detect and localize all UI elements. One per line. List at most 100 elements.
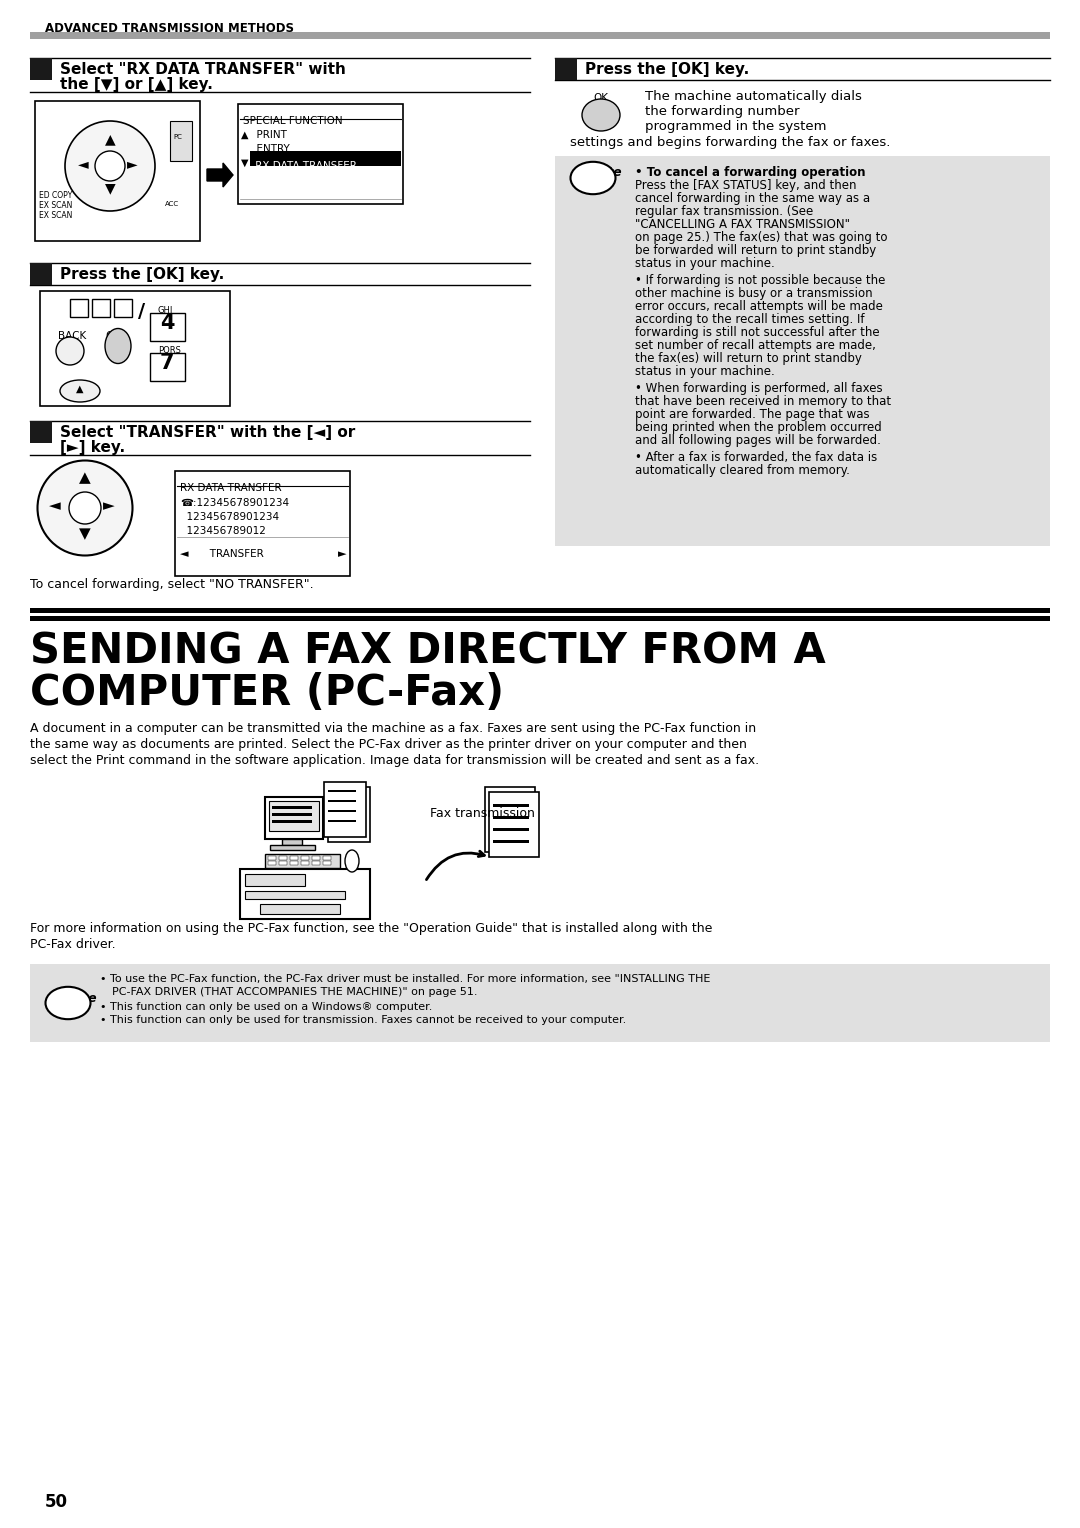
Text: ▲: ▲: [79, 471, 91, 486]
Text: on page 25.) The fax(es) that was going to: on page 25.) The fax(es) that was going …: [635, 231, 888, 244]
Text: status in your machine.: status in your machine.: [635, 257, 774, 270]
Text: "CANCELLING A FAX TRANSMISSION": "CANCELLING A FAX TRANSMISSION": [635, 219, 850, 231]
Text: PC-Fax driver.: PC-Fax driver.: [30, 938, 116, 950]
Bar: [492, 828, 529, 831]
Bar: [35, 101, 200, 241]
Bar: [489, 799, 525, 802]
Text: PRINT: PRINT: [249, 130, 287, 141]
Text: The machine automatically dials: The machine automatically dials: [645, 90, 862, 102]
Text: OK: OK: [593, 93, 608, 102]
Text: regular fax transmission. (See: regular fax transmission. (See: [635, 205, 813, 219]
Text: ENTRY: ENTRY: [249, 144, 289, 154]
Text: the fax(es) will return to print standby: the fax(es) will return to print standby: [635, 351, 862, 365]
Text: ►: ►: [338, 549, 347, 559]
Bar: [489, 792, 539, 857]
Text: the [▼] or [▲] key.: the [▼] or [▲] key.: [60, 76, 213, 92]
Ellipse shape: [345, 850, 359, 872]
Bar: [245, 874, 305, 886]
Bar: [312, 856, 320, 859]
Bar: [555, 156, 1050, 545]
Text: Note: Note: [589, 167, 623, 179]
Bar: [260, 905, 340, 914]
Bar: [40, 290, 230, 406]
Bar: [30, 964, 1050, 1042]
Bar: [272, 805, 312, 808]
Bar: [269, 801, 319, 831]
Text: Select "TRANSFER" with the [◄] or: Select "TRANSFER" with the [◄] or: [60, 425, 355, 440]
Text: ☎:12345678901234: ☎:12345678901234: [180, 498, 289, 507]
Text: Press the [FAX STATUS] key, and then: Press the [FAX STATUS] key, and then: [635, 179, 856, 193]
Text: EX SCAN: EX SCAN: [39, 202, 72, 209]
Text: Press the [OK] key.: Press the [OK] key.: [60, 267, 225, 283]
Ellipse shape: [65, 121, 156, 211]
Ellipse shape: [105, 329, 131, 364]
Text: ◄: ◄: [78, 157, 89, 171]
Bar: [291, 860, 298, 865]
Text: ✏: ✏: [50, 992, 60, 1004]
Text: 123456789012: 123456789012: [180, 526, 266, 536]
Text: |: |: [114, 339, 121, 358]
Text: Note: Note: [64, 992, 97, 1004]
Text: Select "RX DATA TRANSFER" with: Select "RX DATA TRANSFER" with: [60, 63, 346, 76]
Text: programmed in the system: programmed in the system: [645, 121, 826, 133]
Text: PC: PC: [173, 134, 181, 141]
Ellipse shape: [582, 99, 620, 131]
Bar: [328, 810, 356, 811]
Bar: [279, 860, 287, 865]
Text: point are forwarded. The page that was: point are forwarded. The page that was: [635, 408, 869, 422]
Bar: [324, 782, 366, 837]
Text: status in your machine.: status in your machine.: [635, 365, 774, 377]
Text: 7: 7: [160, 353, 174, 373]
Text: [►] key.: [►] key.: [60, 440, 125, 455]
Text: 4: 4: [160, 313, 174, 333]
Bar: [272, 813, 312, 816]
Text: set number of recall attempts are made,: set number of recall attempts are made,: [635, 339, 876, 351]
Bar: [291, 856, 298, 859]
Bar: [240, 869, 370, 918]
Text: the forwarding number: the forwarding number: [645, 105, 799, 118]
Text: |: |: [110, 341, 116, 359]
Bar: [150, 313, 185, 341]
Bar: [301, 860, 309, 865]
Text: forwarding is still not successful after the: forwarding is still not successful after…: [635, 325, 879, 339]
Bar: [489, 834, 525, 837]
Bar: [489, 811, 525, 814]
Text: automatically cleared from memory.: automatically cleared from memory.: [635, 465, 850, 477]
Ellipse shape: [95, 151, 125, 180]
Ellipse shape: [56, 338, 84, 365]
Bar: [265, 798, 323, 839]
Text: settings and begins forwarding the fax or faxes.: settings and begins forwarding the fax o…: [570, 136, 890, 150]
Bar: [332, 805, 360, 807]
Text: SPECIAL FUNCTION: SPECIAL FUNCTION: [243, 116, 342, 125]
Text: and all following pages will be forwarded.: and all following pages will be forwarde…: [635, 434, 881, 448]
Text: ▲: ▲: [241, 130, 248, 141]
Bar: [485, 787, 535, 853]
Text: • If forwarding is not possible because the: • If forwarding is not possible because …: [635, 274, 886, 287]
Text: ▼: ▼: [79, 527, 91, 541]
Bar: [332, 814, 360, 817]
Text: OK: OK: [105, 332, 120, 341]
Bar: [323, 860, 330, 865]
Bar: [245, 891, 345, 898]
Bar: [30, 616, 1050, 620]
Text: other machine is busy or a transmission: other machine is busy or a transmission: [635, 287, 873, 299]
Text: 6: 6: [559, 61, 572, 79]
Text: ED COPY: ED COPY: [39, 191, 72, 200]
Ellipse shape: [69, 492, 102, 524]
Bar: [312, 860, 320, 865]
Ellipse shape: [60, 380, 100, 402]
Bar: [328, 790, 356, 792]
Text: that have been received in memory to that: that have been received in memory to tha…: [635, 396, 891, 408]
Text: 5: 5: [35, 423, 48, 442]
Polygon shape: [207, 163, 233, 186]
Ellipse shape: [38, 460, 133, 556]
Text: • To use the PC-Fax function, the PC-Fax driver must be installed. For more info: • To use the PC-Fax function, the PC-Fax…: [100, 973, 711, 984]
Text: RX DATA TRANSFER: RX DATA TRANSFER: [252, 160, 356, 171]
Bar: [265, 854, 340, 868]
Text: SENDING A FAX DIRECTLY FROM A: SENDING A FAX DIRECTLY FROM A: [30, 630, 826, 672]
Text: COMPUTER (PC-Fax): COMPUTER (PC-Fax): [30, 672, 504, 714]
Text: 3: 3: [35, 61, 48, 79]
Text: being printed when the problem occurred: being printed when the problem occurred: [635, 422, 881, 434]
Text: • This function can only be used for transmission. Faxes cannot be received to y: • This function can only be used for tra…: [100, 1015, 626, 1025]
Bar: [279, 856, 287, 859]
